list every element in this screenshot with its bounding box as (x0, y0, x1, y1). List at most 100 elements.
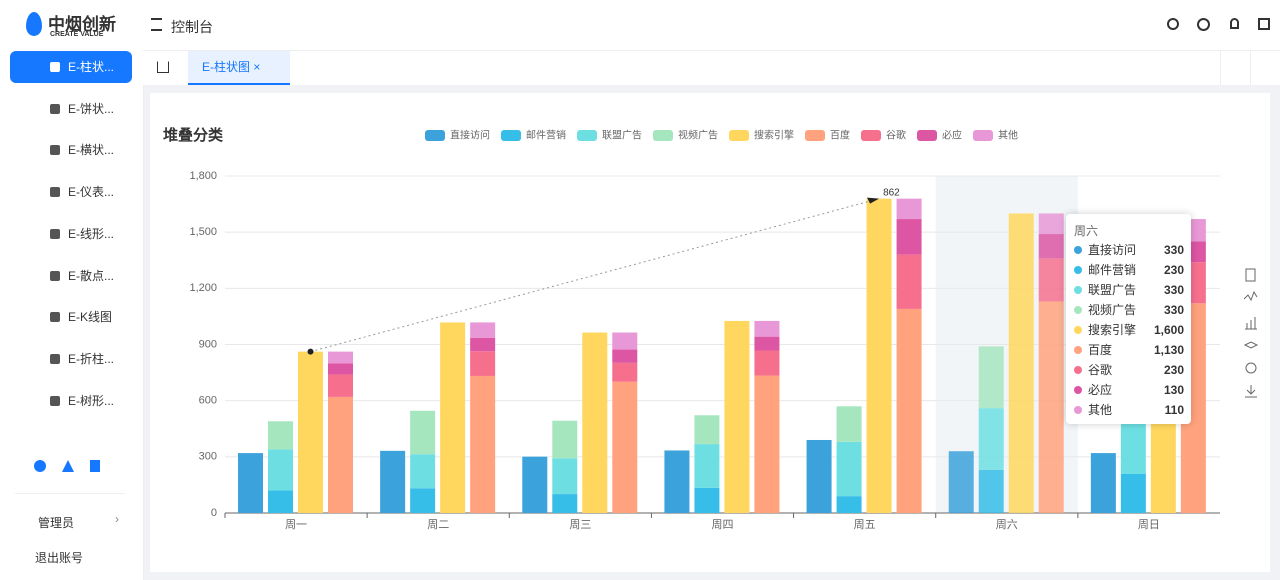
bar (978, 346, 1004, 409)
menu-item[interactable]: E-散点... (10, 260, 132, 292)
bar (470, 337, 496, 352)
toolbox (1243, 268, 1259, 398)
menu-item[interactable]: E-仪表... (10, 176, 132, 208)
bar (298, 351, 323, 513)
bar (1120, 473, 1146, 513)
tooltip-value: 1,130 (1153, 343, 1184, 357)
legend-swatch (501, 130, 521, 141)
x-tick-label: 周二 (427, 518, 449, 531)
menu-icon (50, 312, 60, 323)
tooltip-value: 130 (1163, 383, 1184, 397)
x-tick-label: 周四 (712, 518, 734, 531)
menu-icon (50, 228, 60, 239)
menu-icon (50, 145, 60, 156)
y-tick-label: 900 (199, 338, 217, 350)
tab[interactable]: E-柱状图 × (188, 51, 290, 85)
menu-item[interactable]: E-饼状... (10, 93, 132, 125)
bar (380, 450, 406, 513)
logo-sub: CREATE VALUE (50, 31, 104, 38)
tooltip-value: 110 (1164, 403, 1184, 417)
bar (1038, 258, 1064, 302)
tooltip-dot (1074, 286, 1082, 294)
bar (328, 363, 353, 375)
home-tab[interactable] (157, 61, 169, 73)
user[interactable]: 管理员 (38, 516, 75, 530)
tooltip-value: 230 (1163, 363, 1184, 377)
message-icon[interactable] (1197, 18, 1210, 31)
bar (896, 198, 922, 220)
menu-item[interactable]: E-横状... (10, 134, 132, 166)
legend-swatch (729, 130, 749, 141)
legend-swatch (577, 130, 597, 141)
bar (328, 351, 353, 364)
bar (754, 350, 780, 376)
y-tick-label: 0 (211, 507, 217, 519)
menu-item[interactable]: E-折柱... (10, 343, 132, 375)
y-tick-label: 600 (199, 395, 217, 407)
more[interactable] (1250, 51, 1280, 85)
tooltip-row: 百度 1,130 (1074, 340, 1184, 360)
bar (238, 453, 263, 513)
bar (866, 198, 892, 513)
bar (1038, 213, 1064, 235)
bar (552, 494, 578, 513)
bar (694, 487, 720, 513)
bar (1090, 453, 1116, 513)
tooltip-name: 必应 (1088, 383, 1113, 397)
tooltip-row: 联盟广告 330 (1074, 280, 1184, 300)
bar (582, 332, 608, 513)
bar (754, 320, 780, 337)
tooltip-name: 搜索引擎 (1088, 323, 1137, 337)
bar (948, 451, 974, 513)
tooltip-name: 百度 (1088, 343, 1113, 357)
bar (836, 406, 862, 442)
y-tick-label: 1,200 (189, 282, 217, 294)
legend-swatch (861, 130, 881, 141)
bar (410, 488, 436, 513)
tooltip-dot (1074, 346, 1082, 354)
legend-label: 搜索引擎 (754, 129, 794, 142)
legend-swatch (653, 130, 673, 141)
tab-bar: E-柱状图 × (143, 51, 1280, 85)
legend-swatch (425, 130, 445, 141)
bar (694, 415, 720, 445)
refresh[interactable] (1220, 51, 1251, 85)
bell-icon[interactable] (1230, 18, 1239, 29)
menu-item[interactable]: E-树形... (10, 385, 132, 417)
bar (754, 336, 780, 351)
tooltip: 周六 直接访问 330 邮件营销 230 联盟广告 330 视频广告 330 搜索引擎 1,600… (1066, 214, 1191, 424)
x-tick-label: 周日 (1138, 518, 1160, 531)
tooltip-name: 联盟广告 (1088, 283, 1137, 297)
search-icon[interactable] (1167, 18, 1179, 30)
bar (896, 308, 922, 513)
legend-swatch (805, 130, 825, 141)
menu-item[interactable]: E-柱状... (10, 51, 132, 83)
logo-icon (26, 12, 42, 36)
tooltip-title: 周六 (1074, 224, 1099, 238)
tooltip-dot (1074, 266, 1082, 274)
menu-item[interactable]: E-K线图 (10, 301, 132, 333)
menu-item[interactable]: E-线形... (10, 218, 132, 250)
menu-toggle[interactable] (151, 18, 162, 31)
header: 控制台 (143, 0, 1280, 51)
bar (694, 444, 720, 488)
bar (440, 322, 466, 513)
tooltip-value: 1,600 (1153, 323, 1184, 337)
mark-line-label: 862 (883, 187, 900, 198)
tooltip-dot (1074, 306, 1082, 314)
bar (896, 219, 922, 255)
logout[interactable]: 退出账号 (35, 551, 84, 565)
legend-label: 必应 (942, 129, 962, 142)
menu-icon (50, 103, 60, 114)
tooltip-name: 直接访问 (1088, 243, 1137, 257)
tooltip-row: 视频广告 330 (1074, 300, 1184, 320)
bar (754, 375, 780, 513)
chevron: › (115, 512, 119, 526)
fullscreen-icon[interactable] (1258, 18, 1270, 30)
tooltip-row: 邮件营销 230 (1074, 260, 1184, 280)
sidebar: 中烟创新 CREATE VALUE E-柱状... E-饼状... E-横状... E… (0, 0, 144, 580)
tooltip-dot (1074, 326, 1082, 334)
menu-icon (50, 62, 60, 72)
